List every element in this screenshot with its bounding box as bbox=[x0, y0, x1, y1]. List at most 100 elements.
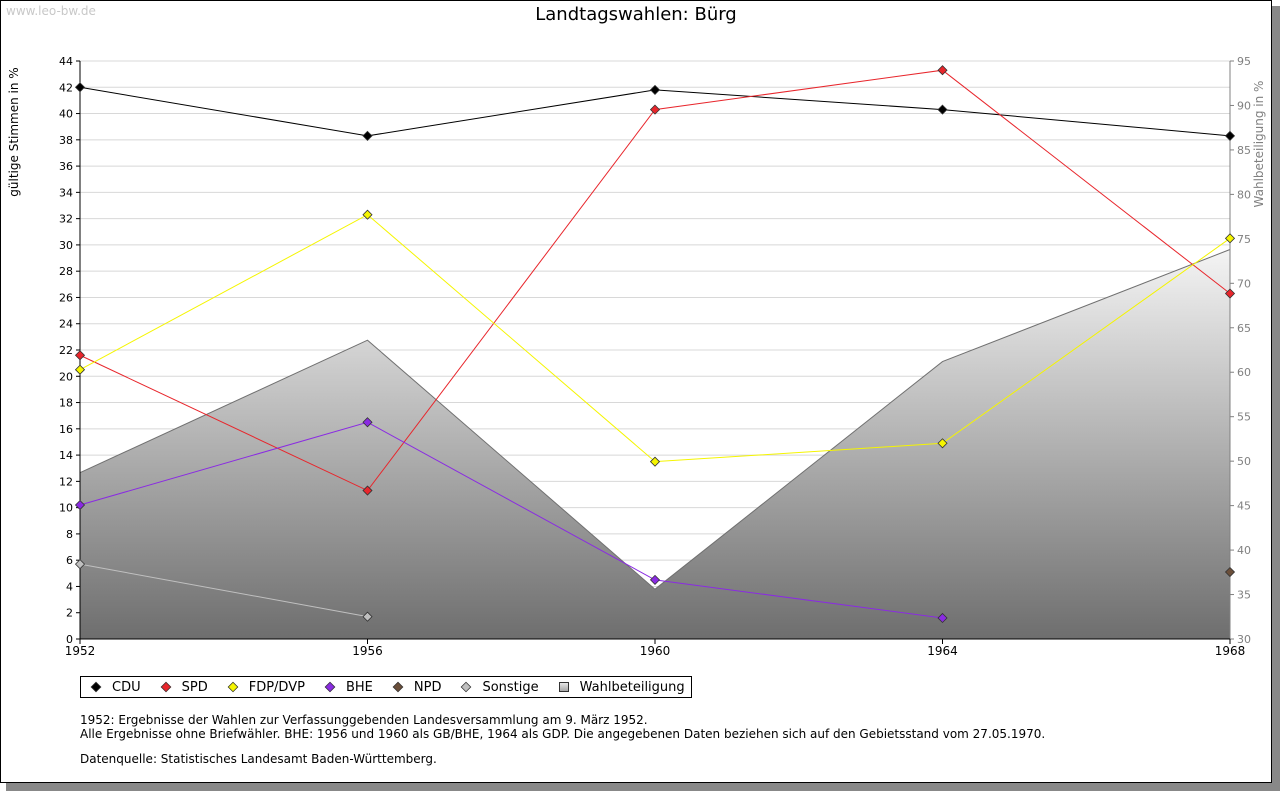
data-source: Datenquelle: Statistisches Landesamt Bad… bbox=[80, 752, 437, 766]
y-tick-label: 10 bbox=[59, 502, 73, 515]
y2-tick-label: 80 bbox=[1237, 188, 1251, 201]
legend-diamond-icon bbox=[160, 681, 171, 693]
data-point bbox=[362, 611, 373, 622]
data-point bbox=[1224, 288, 1236, 299]
legend: CDU SPD FDP/DVP BHE NPD Sonstige Wahlbeteiligu… bbox=[80, 676, 692, 698]
y2-tick-label: 85 bbox=[1237, 144, 1251, 157]
legend-label: BHE bbox=[345, 679, 373, 695]
y-tick-label: 18 bbox=[59, 397, 73, 410]
data-point bbox=[649, 104, 661, 115]
y-tick-label: 20 bbox=[59, 370, 73, 383]
legend-item: CDU bbox=[85, 680, 141, 695]
footnote-line: Alle Ergebnisse ohne Briefwähler. BHE: 1… bbox=[80, 727, 1046, 741]
data-point bbox=[937, 65, 948, 76]
legend-label: Sonstige bbox=[482, 679, 539, 695]
turnout-area-layer bbox=[79, 249, 1231, 640]
turnout-area bbox=[80, 249, 1230, 640]
y-tick-label: 42 bbox=[59, 81, 73, 94]
y-tick-label: 0 bbox=[66, 633, 73, 646]
footnotes: 1952: Ergebnisse der Wahlen zur Verfassu… bbox=[80, 713, 1045, 741]
y2-tick-label: 65 bbox=[1237, 322, 1251, 335]
legend-label: NPD bbox=[413, 679, 442, 695]
x-tick-label: 1964 bbox=[927, 644, 958, 658]
y-tick-label: 24 bbox=[59, 318, 73, 331]
data-point bbox=[74, 350, 86, 361]
legend-item: Wahlbeteiligung bbox=[553, 680, 685, 695]
legend-item: NPD bbox=[387, 679, 442, 695]
data-point bbox=[362, 485, 373, 496]
x-tick-label: 1968 bbox=[1215, 644, 1246, 658]
y2-tick-label: 35 bbox=[1237, 589, 1251, 602]
y2-tick-label: 45 bbox=[1237, 500, 1251, 513]
data-point bbox=[937, 104, 948, 115]
y-tick-label: 40 bbox=[59, 108, 73, 121]
legend-item: Sonstige bbox=[455, 679, 539, 695]
axes: 0246810121416182022242628303234363840424… bbox=[59, 55, 1251, 658]
y2-tick-label: 60 bbox=[1237, 366, 1251, 379]
y-tick-label: 44 bbox=[59, 55, 73, 68]
legend-diamond-icon bbox=[90, 681, 102, 693]
series-layer bbox=[74, 65, 1236, 624]
legend-label: FDP/DVP bbox=[248, 679, 305, 695]
y-tick-label: 38 bbox=[59, 134, 73, 147]
x-tick-label: 1956 bbox=[352, 644, 383, 658]
legend-diamond-icon bbox=[324, 681, 336, 693]
legend-item: BHE bbox=[319, 680, 373, 695]
watermark: www.leo-bw.de bbox=[6, 4, 96, 18]
y-tick-label: 34 bbox=[59, 186, 73, 199]
y2-tick-label: 70 bbox=[1237, 277, 1251, 290]
data-point bbox=[362, 209, 373, 220]
y-tick-label: 8 bbox=[66, 528, 73, 541]
y2-tick-label: 50 bbox=[1237, 455, 1251, 468]
y2-tick-label: 55 bbox=[1237, 411, 1251, 424]
legend-square-icon bbox=[558, 682, 569, 692]
y-tick-label: 36 bbox=[59, 160, 73, 173]
data-point bbox=[937, 438, 948, 449]
line-chart: 0246810121416182022242628303234363840424… bbox=[59, 55, 1251, 658]
legend-item: SPD bbox=[155, 680, 208, 695]
data-point bbox=[74, 559, 86, 570]
y-tick-label: 28 bbox=[59, 265, 73, 278]
legend-item: FDP/DVP bbox=[222, 680, 305, 695]
y-tick-label: 6 bbox=[66, 554, 73, 567]
data-point bbox=[649, 574, 661, 585]
data-point bbox=[1224, 566, 1236, 578]
legend-diamond-icon bbox=[392, 681, 404, 693]
y-tick-label: 16 bbox=[59, 423, 73, 436]
y2-tick-label: 40 bbox=[1237, 544, 1251, 557]
y2-tick-label: 30 bbox=[1237, 633, 1251, 646]
y-tick-label: 14 bbox=[59, 449, 73, 462]
data-point bbox=[649, 84, 661, 95]
data-point bbox=[74, 82, 86, 93]
frame-shadow bbox=[1272, 6, 1280, 791]
frame-shadow bbox=[6, 783, 1280, 791]
y-tick-label: 30 bbox=[59, 239, 73, 252]
data-point bbox=[1224, 233, 1236, 244]
legend-diamond-icon bbox=[227, 681, 239, 693]
legend-label: Wahlbeteiligung bbox=[579, 679, 685, 695]
series-line bbox=[79, 563, 368, 618]
x-tick-label: 1952 bbox=[65, 644, 96, 658]
y-tick-label: 12 bbox=[59, 475, 73, 488]
x-tick-label: 1960 bbox=[640, 644, 671, 658]
footnote-line: 1952: Ergebnisse der Wahlen zur Verfassu… bbox=[80, 713, 648, 727]
y-tick-label: 26 bbox=[59, 291, 73, 304]
y-tick-label: 2 bbox=[66, 607, 73, 620]
legend-label: SPD bbox=[181, 679, 208, 695]
data-point bbox=[74, 364, 86, 375]
y2-tick-label: 90 bbox=[1237, 99, 1251, 112]
data-point bbox=[649, 456, 661, 467]
data-point bbox=[362, 417, 373, 428]
y-tick-label: 22 bbox=[59, 344, 73, 357]
y2-tick-label: 75 bbox=[1237, 233, 1251, 246]
y-tick-label: 32 bbox=[59, 213, 73, 226]
y-tick-label: 4 bbox=[66, 580, 73, 593]
data-point bbox=[937, 612, 948, 624]
data-point bbox=[74, 499, 86, 511]
data-point bbox=[362, 130, 373, 141]
y2-tick-label: 95 bbox=[1237, 55, 1251, 68]
chart-title: Landtagswahlen: Bürg bbox=[535, 4, 737, 25]
data-point bbox=[1224, 130, 1236, 141]
series-line bbox=[79, 421, 943, 619]
legend-label: CDU bbox=[112, 679, 141, 695]
